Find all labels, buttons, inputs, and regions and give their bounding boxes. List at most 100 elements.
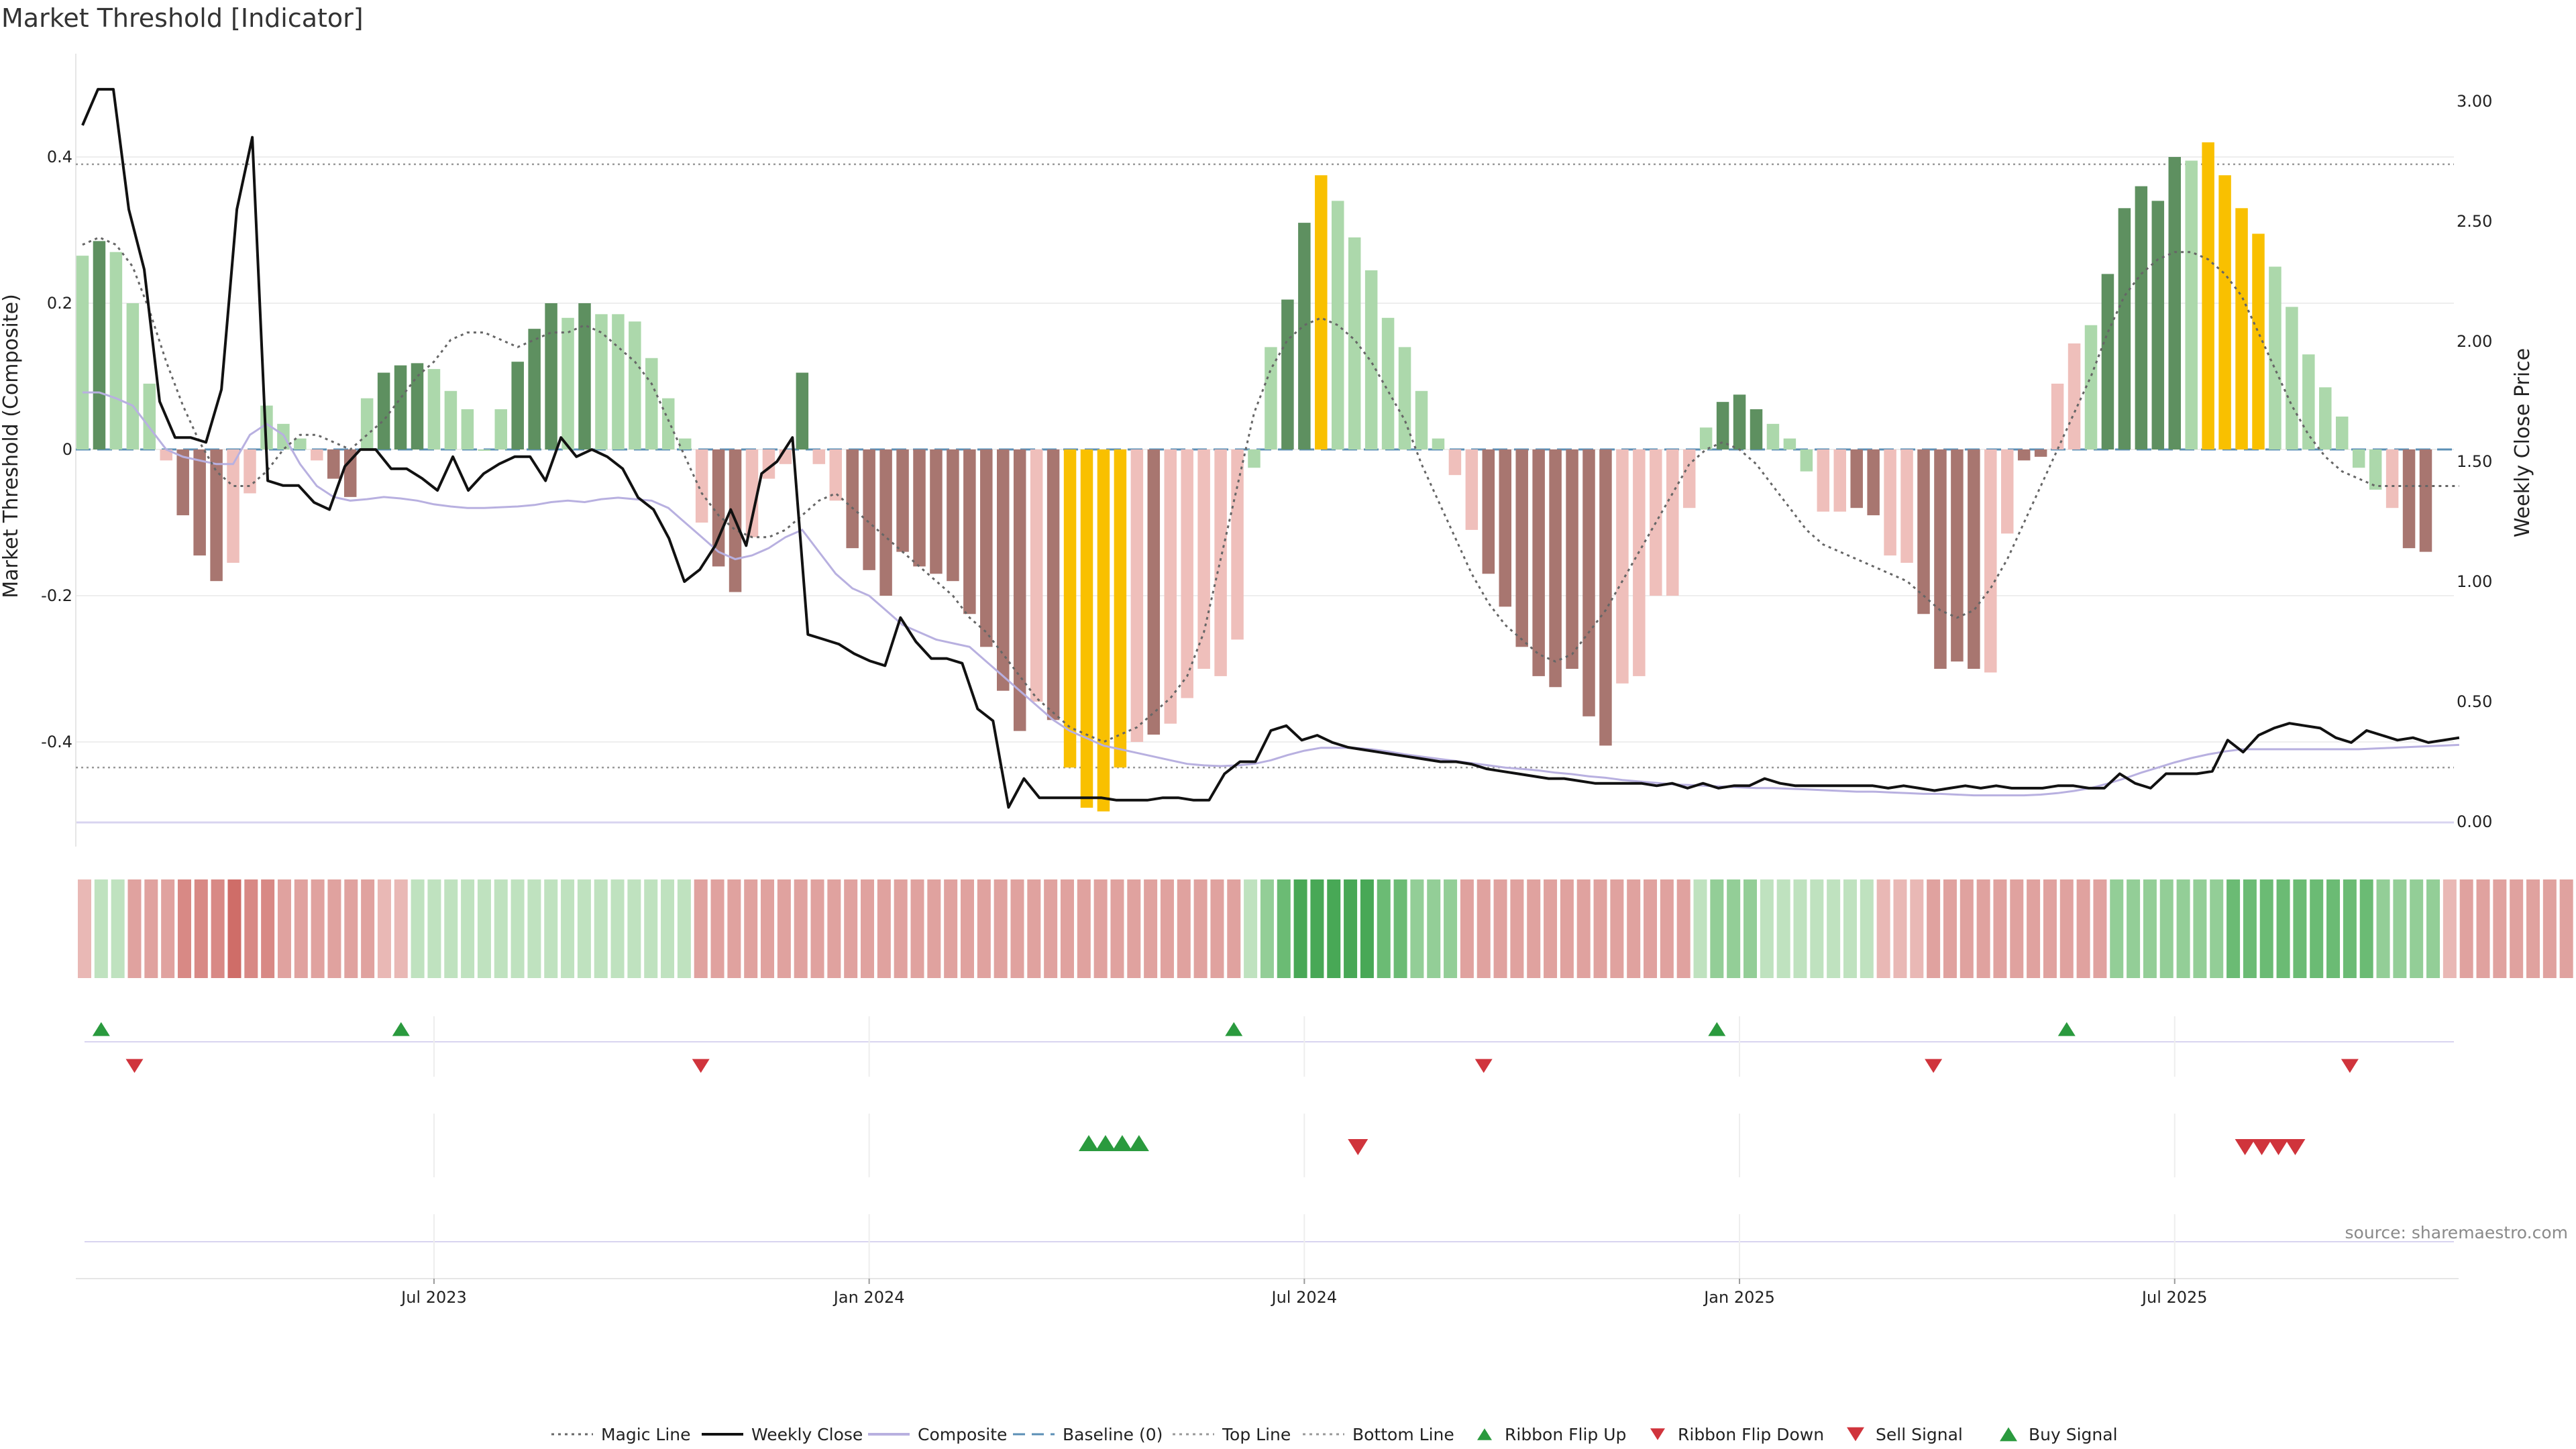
ribbon-cell	[1193, 879, 1208, 978]
y2-tick-label: 0.50	[2457, 692, 2492, 711]
ribbon-strip	[78, 879, 2573, 978]
ribbon-cell	[1910, 879, 1924, 978]
composite-bar	[511, 362, 524, 449]
ribbon-cell	[1876, 879, 1890, 978]
ribbon-cell	[1127, 879, 1141, 978]
ribbon-cell	[1260, 879, 1274, 978]
composite-bar	[2269, 266, 2282, 449]
composite-bar	[2135, 186, 2148, 449]
composite-bar	[2369, 449, 2382, 490]
ribbon-flip-up-marker	[1708, 1022, 1726, 1036]
composite-bar	[712, 449, 725, 567]
composite-bar	[1682, 449, 1696, 508]
composite-bar	[1231, 449, 1244, 640]
ribbon-cell	[1444, 879, 1458, 978]
x-tick-label: Jul 2025	[2141, 1288, 2208, 1307]
composite-bar	[947, 449, 959, 582]
composite-bar	[1867, 449, 1880, 516]
composite-bar	[1248, 449, 1260, 468]
composite-bar	[1850, 449, 1863, 508]
composite-bar	[1465, 449, 1479, 530]
composite-bar	[210, 449, 223, 582]
y2-tick-label: 2.00	[2457, 332, 2492, 351]
ribbon-cell	[1727, 879, 1741, 978]
y-axis-ticks: 0.4 0.2 0 -0.2 -0.4	[41, 148, 72, 751]
ribbon-cell	[1044, 879, 1058, 978]
ribbon-cell	[2443, 879, 2457, 978]
legend-entry: Buy Signal	[2029, 1425, 2118, 1444]
composite-bar	[193, 449, 206, 556]
composite-bar	[1013, 449, 1026, 731]
composite-bar	[1515, 449, 1528, 647]
ribbon-cell	[1927, 879, 1941, 978]
source-text: source: sharemaestro.com	[2345, 1223, 2569, 1242]
ribbon-cell	[2076, 879, 2090, 978]
ribbon-cell	[1993, 879, 2007, 978]
ribbon-cell	[577, 879, 591, 978]
composite-bar	[1080, 449, 1093, 808]
y2-tick-label: 1.50	[2457, 452, 2492, 471]
composite-bar	[2235, 208, 2248, 449]
composite-bar	[1348, 237, 1361, 449]
ribbon-cell	[677, 879, 691, 978]
composite-bar	[745, 449, 759, 537]
composite-bar	[1666, 449, 1679, 596]
composite-bar	[2051, 383, 2064, 449]
composite-bar	[913, 449, 926, 567]
ribbon-cell	[544, 879, 558, 978]
y2-axis-ticks: 3.00 2.50 2.00 1.50 1.00 0.50 0.00	[2457, 92, 2492, 831]
ribbon-cell	[1693, 879, 1707, 978]
composite-bar	[2202, 142, 2214, 449]
composite-bar	[595, 314, 608, 449]
ribbon-cell	[2226, 879, 2241, 978]
ribbon-cell	[827, 879, 841, 978]
legend-entry: Baseline (0)	[1063, 1425, 1163, 1444]
ribbon-cell	[111, 879, 125, 978]
ribbon-cell	[1976, 879, 1990, 978]
ribbon-cell	[1793, 879, 1807, 978]
composite-bar	[494, 409, 507, 449]
ribbon-cell	[2526, 879, 2540, 978]
ribbon-cell	[227, 879, 241, 978]
ribbon-cell	[2493, 879, 2507, 978]
ribbon-cell	[794, 879, 808, 978]
ribbon-cell	[1027, 879, 1041, 978]
ribbon-cell	[610, 879, 625, 978]
composite-bar	[2286, 307, 2298, 449]
ribbon-cell	[1843, 879, 1857, 978]
ribbon-cell	[2359, 879, 2373, 978]
ribbon-cell	[2093, 879, 2107, 978]
ribbon-cell	[2210, 879, 2224, 978]
sell-signal-marker	[2251, 1139, 2272, 1155]
ribbon-cell	[2326, 879, 2341, 978]
legend-swatch	[1477, 1428, 1492, 1440]
ribbon-cell	[1593, 879, 1607, 978]
sell-signal-marker	[2268, 1139, 2289, 1155]
ribbon-cell	[78, 879, 91, 978]
composite-bar	[2168, 157, 2181, 449]
x-axis-ticks: Jul 2023 Jan 2024 Jul 2024 Jan 2025 Jul 2025	[400, 1279, 2208, 1307]
ribbon-cell	[1510, 879, 1524, 978]
composite-bar	[879, 449, 892, 596]
composite-bar	[327, 449, 340, 479]
composite-bar	[1197, 449, 1210, 669]
composite-bar	[1566, 449, 1578, 669]
composite-bar	[1984, 449, 1997, 673]
composite-bar	[2185, 160, 2198, 449]
sell-signal-marker	[2235, 1139, 2255, 1155]
y2-tick-label: 2.50	[2457, 212, 2492, 231]
ribbon-cell	[894, 879, 908, 978]
composite-bar	[427, 369, 441, 449]
ribbon-cell	[2043, 879, 2057, 978]
ribbon-cell	[1860, 879, 1874, 978]
ribbon-cell	[427, 879, 441, 978]
ribbon-cell	[1627, 879, 1641, 978]
composite-bar	[528, 329, 541, 449]
composite-bar	[1214, 449, 1227, 676]
y-tick-label: 0.2	[47, 294, 72, 313]
ribbon-cell	[2393, 879, 2407, 978]
ribbon-cell	[944, 879, 958, 978]
ribbon-cell	[1776, 879, 1790, 978]
weekly-close-line	[81, 88, 2460, 809]
